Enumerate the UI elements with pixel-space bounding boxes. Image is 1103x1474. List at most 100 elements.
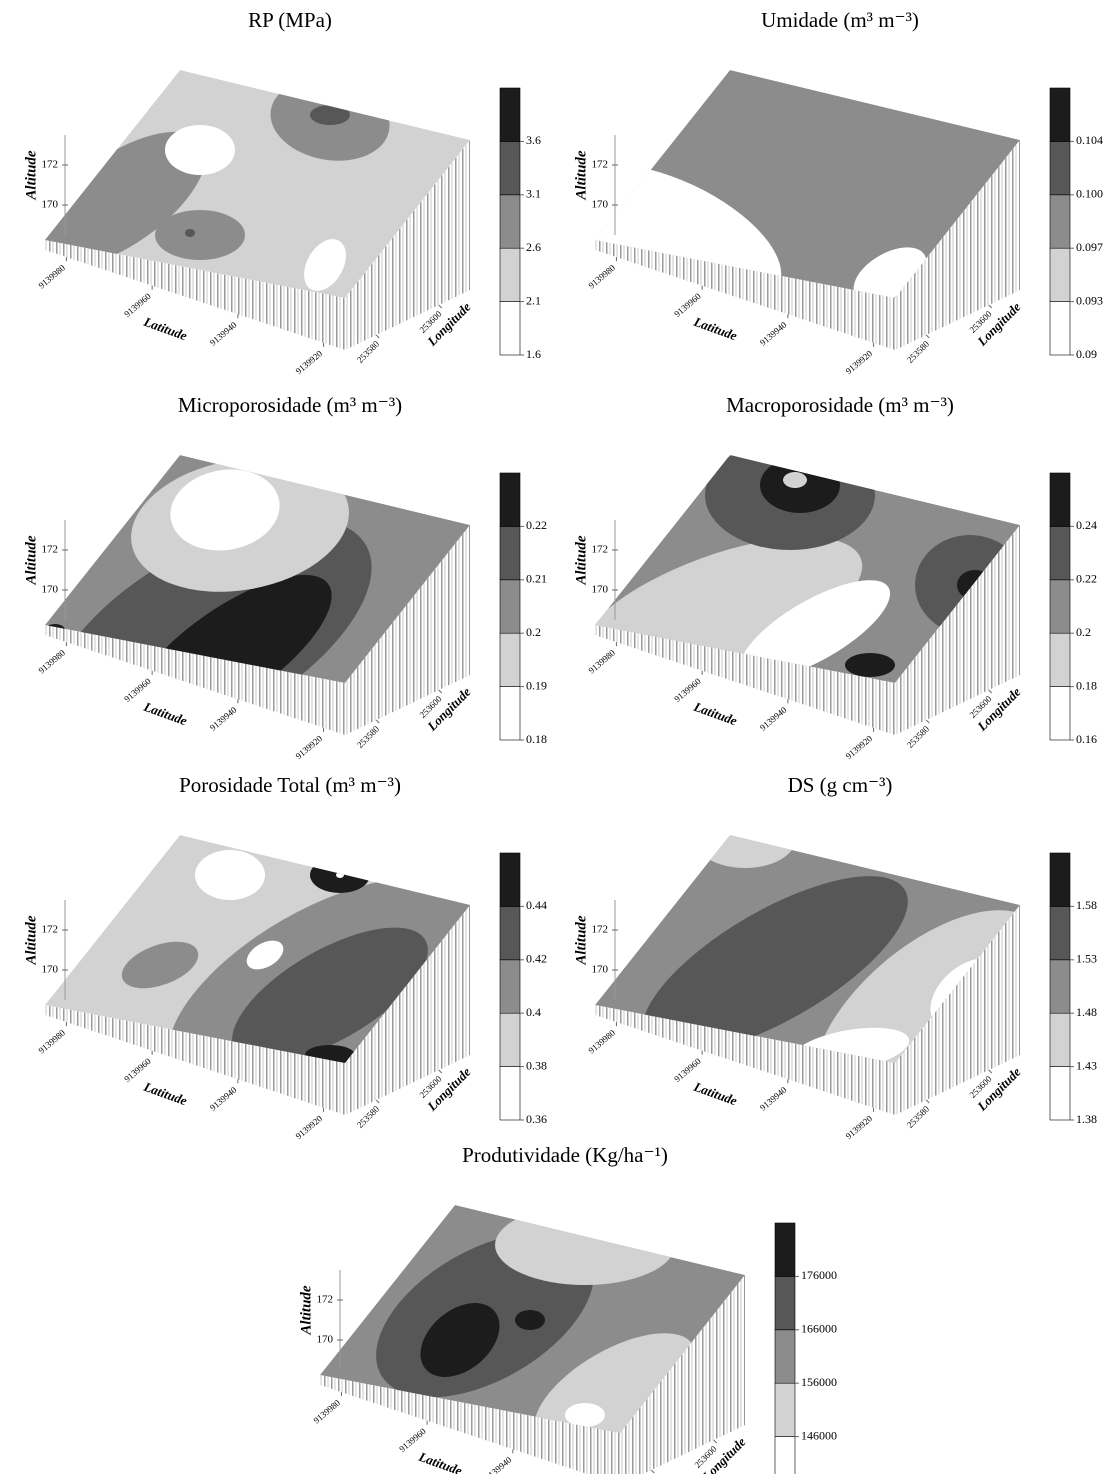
colorbar-band: [1050, 526, 1070, 579]
colorbar-band: [1050, 302, 1070, 355]
colorbar-tick-label: 0.104: [1076, 133, 1103, 147]
colorbar-tick-label: 0.42: [526, 952, 547, 966]
x-tick-label: 9139940: [758, 1084, 789, 1112]
colorbar-band: [500, 302, 520, 355]
colorbar-tick-label: 1.48: [1076, 1005, 1097, 1019]
contour-region: [515, 1310, 545, 1330]
x-tick-label: 9139920: [294, 733, 325, 761]
colorbar-tick-label: 1.58: [1076, 898, 1097, 912]
colorbar-tick-label: 0.16: [1076, 732, 1097, 746]
colorbar-band: [500, 141, 520, 194]
colorbar-tick-label: 0.4: [526, 1005, 541, 1019]
y-axis-label: Altitude: [573, 535, 589, 586]
colorbar-band: [1050, 687, 1070, 740]
contour-region: [845, 653, 895, 677]
x-tick-label: 9139980: [36, 262, 67, 290]
y-tick-label: 172: [317, 1294, 334, 1306]
colorbar-band: [500, 195, 520, 248]
x-tick-label: 9139940: [208, 319, 239, 347]
colorbar-tick-label: 2.1: [526, 293, 541, 307]
y-tick-label: 172: [42, 544, 59, 556]
colorbar-band: [1050, 248, 1070, 301]
contour-region: [195, 850, 265, 900]
y-tick-label: 170: [42, 964, 59, 976]
z-tick: [926, 335, 929, 338]
y-tick-label: 170: [592, 584, 609, 596]
colorbar-tick-label: 0.18: [1076, 678, 1097, 692]
colorbar-tick-label: 0.22: [526, 518, 547, 532]
panel: Umidade (m³ m⁻³)170172Altitude9139980913…: [538, 8, 1103, 376]
x-axis-label: Latitude: [141, 1079, 189, 1109]
z-tick: [439, 690, 442, 693]
contour-region: [165, 125, 235, 175]
x-tick-label: 9139920: [294, 1113, 325, 1141]
z-tick: [989, 690, 992, 693]
contour-region: [155, 210, 245, 260]
y-axis-label: Altitude: [23, 150, 39, 201]
contour-region: [783, 472, 807, 488]
colorbar-tick-label: 1.38: [1076, 1112, 1097, 1126]
colorbar-band: [775, 1330, 795, 1383]
colorbar-tick-label: 3.1: [526, 187, 541, 201]
panel-title: Porosidade Total (m³ m⁻³): [179, 773, 401, 797]
z-tick: [989, 1070, 992, 1073]
panel-title: Macroporosidade (m³ m⁻³): [726, 393, 954, 417]
x-axis-label: Latitude: [691, 699, 739, 729]
y-tick-label: 172: [42, 159, 59, 171]
colorbar-band: [500, 633, 520, 686]
z-tick: [439, 1070, 442, 1073]
colorbar-band: [500, 906, 520, 959]
colorbar-tick-label: 0.2: [526, 625, 541, 639]
x-tick-label: 9139920: [294, 348, 325, 376]
z-tick: [376, 335, 379, 338]
panel-title: Umidade (m³ m⁻³): [761, 8, 919, 32]
panel: Porosidade Total (m³ m⁻³)170172Altitude9…: [23, 773, 547, 1141]
x-tick-label: 9139940: [758, 704, 789, 732]
z-tick: [651, 1470, 654, 1473]
colorbar-band: [775, 1383, 795, 1436]
colorbar-tick-label: 0.22: [1076, 572, 1097, 586]
colorbar-band: [500, 88, 520, 141]
x-tick-label: 9139980: [586, 262, 617, 290]
colorbar-tick-label: 0.2: [1076, 625, 1091, 639]
y-axis-label: Altitude: [573, 915, 589, 966]
x-axis-label: Latitude: [416, 1449, 464, 1474]
colorbar-tick-label: 0.21: [526, 572, 547, 586]
x-axis-label: Latitude: [691, 1079, 739, 1109]
colorbar-band: [1050, 1013, 1070, 1066]
x-tick-label: 9139940: [208, 1084, 239, 1112]
colorbar-band: [1050, 853, 1070, 906]
panel-title: Microporosidade (m³ m⁻³): [178, 393, 402, 417]
colorbar-tick-label: 0.09: [1076, 347, 1097, 361]
z-tick: [926, 720, 929, 723]
panel: Microporosidade (m³ m⁻³)170172Altitude91…: [12, 393, 547, 799]
x-tick-label: 9139980: [36, 647, 67, 675]
colorbar-tick-label: 0.36: [526, 1112, 547, 1126]
colorbar-band: [775, 1223, 795, 1276]
colorbar-tick-label: 0.24: [1076, 518, 1097, 532]
contour-region: [336, 872, 344, 878]
colorbar-tick-label: 0.44: [526, 898, 547, 912]
contour-region: [310, 105, 350, 125]
x-axis-label: Latitude: [141, 699, 189, 729]
colorbar-band: [1050, 88, 1070, 141]
z-tick: [926, 1100, 929, 1103]
contour-region: [565, 1403, 605, 1427]
colorbar-tick-label: 0.38: [526, 1058, 547, 1072]
colorbar-band: [1050, 906, 1070, 959]
y-tick-label: 170: [592, 964, 609, 976]
colorbar-band: [500, 473, 520, 526]
panel-title: DS (g cm⁻³): [788, 773, 893, 797]
x-axis-label: Latitude: [141, 314, 189, 344]
colorbar-band: [500, 687, 520, 740]
y-tick-label: 172: [592, 544, 609, 556]
z-tick: [376, 1100, 379, 1103]
colorbar-band: [1050, 580, 1070, 633]
colorbar-tick-label: 0.19: [526, 678, 547, 692]
panel: RP (MPa)170172Altitude913998091399609139…: [12, 8, 541, 376]
y-axis-label: Altitude: [298, 1285, 314, 1336]
colorbar-tick-label: 166000: [801, 1322, 837, 1336]
z-tick: [376, 720, 379, 723]
y-axis-label: Altitude: [23, 915, 39, 966]
